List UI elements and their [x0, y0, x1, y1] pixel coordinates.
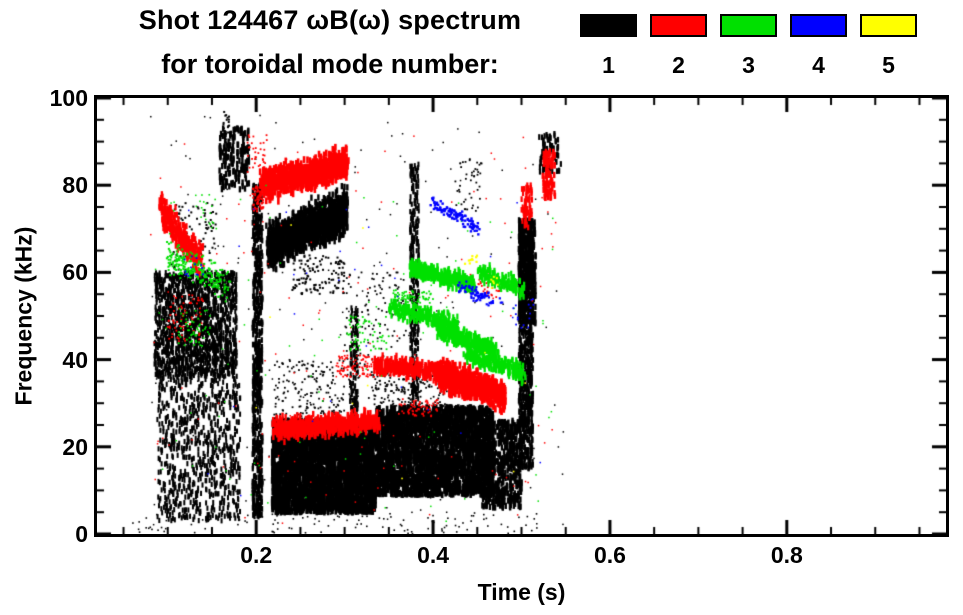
- legend-label-mode-3: 3: [742, 52, 755, 78]
- chart-title-line2: for toroidal mode number:: [161, 49, 499, 79]
- x-tick-label: 0.6: [593, 542, 626, 568]
- legend-item-mode-1: 1: [580, 14, 637, 79]
- legend-swatch-mode-3: [720, 14, 777, 37]
- legend-label-mode-1: 1: [602, 52, 615, 78]
- legend-item-mode-5: 5: [860, 14, 917, 79]
- legend-swatch-mode-2: [650, 14, 707, 37]
- x-tick-label: 0.8: [770, 542, 803, 568]
- legend-item-mode-4: 4: [790, 14, 847, 79]
- legend-label-mode-2: 2: [672, 52, 685, 78]
- y-tick-label: 0: [75, 521, 88, 547]
- y-tick-label: 80: [62, 172, 88, 199]
- x-tick-label: 0.2: [240, 542, 273, 568]
- mode-legend: 1 2 3 4 5: [580, 14, 917, 79]
- legend-swatch-mode-5: [860, 14, 917, 37]
- legend-label-mode-5: 5: [882, 52, 895, 78]
- y-axis-title: Frequency (kHz): [10, 226, 37, 406]
- legend-item-mode-3: 3: [720, 14, 777, 79]
- y-tick-label: 60: [62, 259, 88, 286]
- spectrum-canvas: [97, 98, 946, 534]
- legend-item-mode-2: 2: [650, 14, 707, 79]
- plot-area: [94, 95, 949, 537]
- legend-swatch-mode-4: [790, 14, 847, 37]
- legend-swatch-mode-1: [580, 14, 637, 37]
- x-tick-label: 0.4: [417, 542, 450, 568]
- x-axis-title: Time (s): [477, 579, 566, 605]
- legend-label-mode-4: 4: [812, 52, 825, 78]
- chart-title-line1: Shot 124467 ωB(ω) spectrum: [138, 5, 522, 35]
- y-tick-label: 40: [62, 346, 88, 373]
- y-tick-label: 100: [49, 85, 88, 111]
- y-tick-label: 20: [62, 433, 88, 460]
